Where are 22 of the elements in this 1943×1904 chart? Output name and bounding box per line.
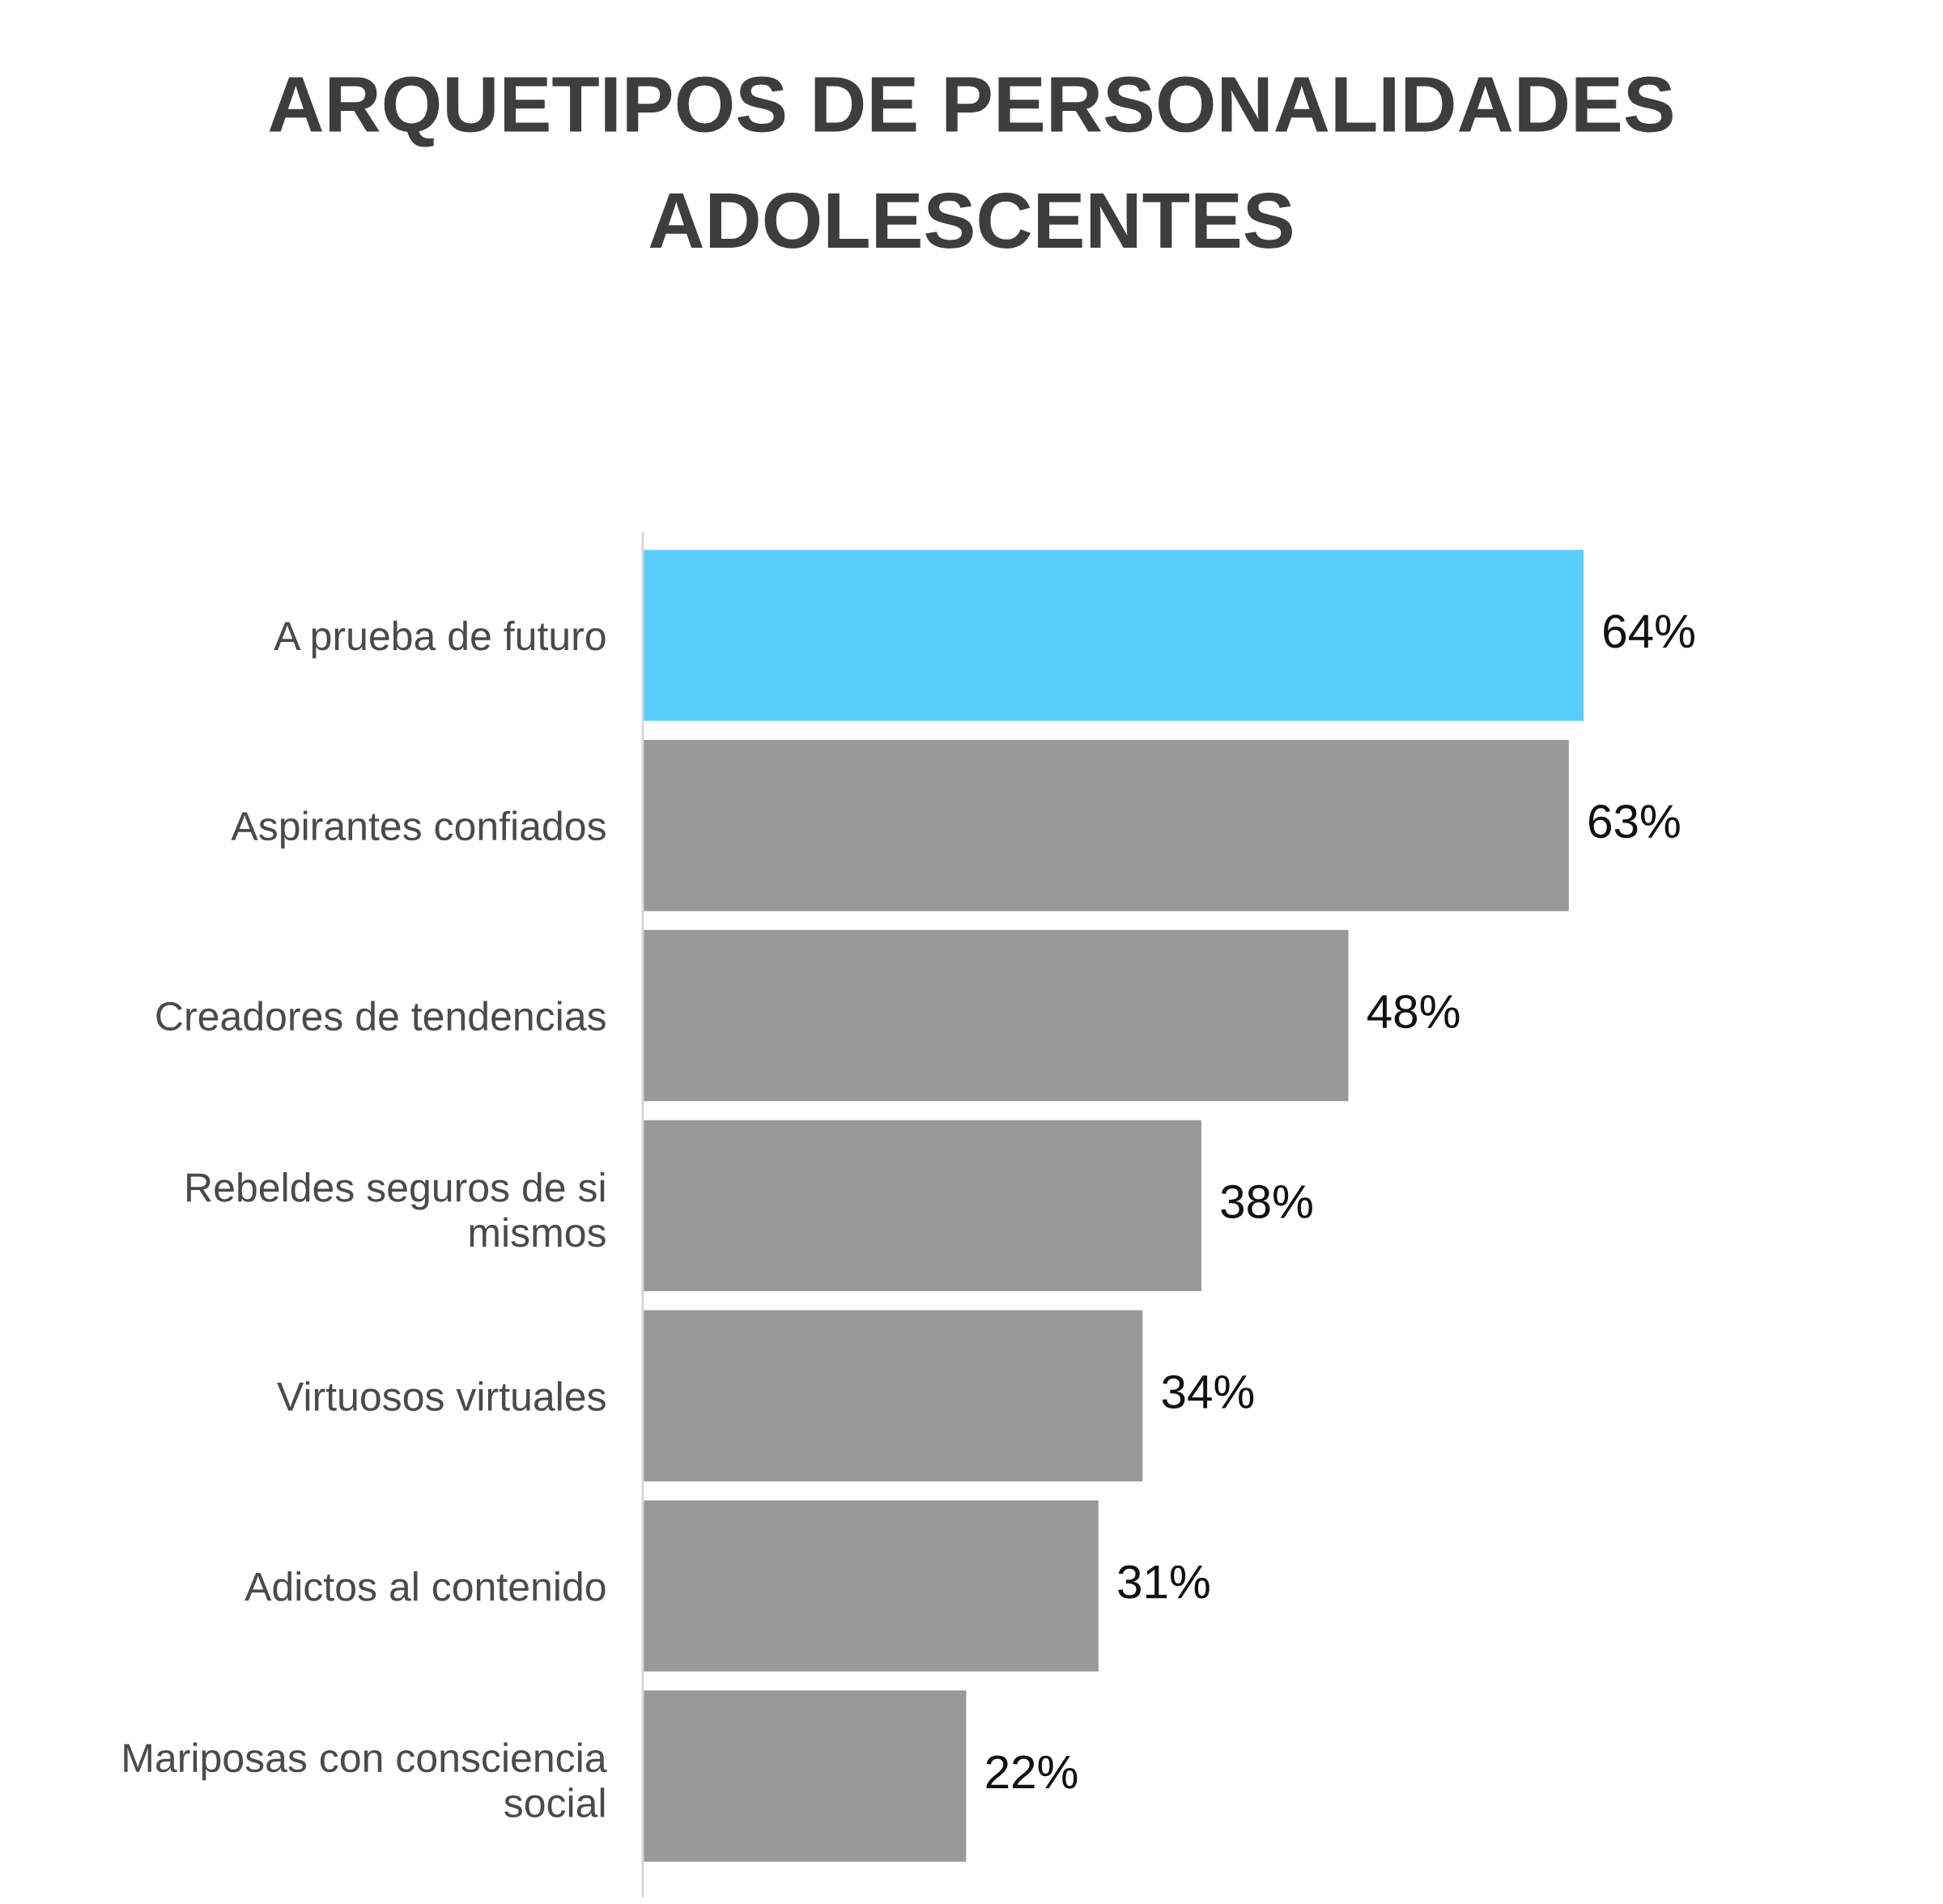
data-label: 48% [1367,994,1460,1029]
bar [643,1120,1201,1292]
data-label: 22% [986,1755,1078,1789]
bar [643,1500,1099,1672]
bar [643,740,1569,912]
bar [643,929,1349,1102]
data-label: 31% [1118,1565,1210,1599]
data-label: 64% [1604,614,1694,648]
bar [643,1690,967,1862]
data-label: 63% [1589,805,1680,839]
y-tick-label: Rebeldes seguros de si mismos [187,1172,606,1247]
y-tick-label: Aspirantes confiados [231,810,606,849]
y-tick-label: Creadores de tendencias [156,1001,606,1031]
y-tick-label: Adictos al contenido [244,1571,606,1601]
y-tick-label: Mariposas con consciencia social [124,1742,607,1818]
data-label: 38% [1221,1184,1312,1219]
data-label: 34% [1162,1375,1254,1409]
bar [643,1310,1143,1481]
y-tick-label: A prueba de futuro [274,620,606,659]
bar [643,550,1584,721]
chart-title: ARQUETIPOS DE PERSONALIDADES ADOLESCENTES [269,76,1673,249]
y-tick-label: Virtuosos virtuales [277,1381,606,1411]
